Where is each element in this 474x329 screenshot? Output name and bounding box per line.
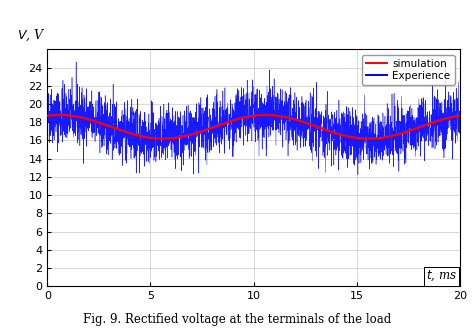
- Legend: simulation, Experience: simulation, Experience: [362, 55, 455, 85]
- Text: $t$, ms: $t$, ms: [426, 269, 457, 284]
- Text: $V$, V: $V$, V: [17, 27, 45, 43]
- Text: Fig. 9. Rectified voltage at the terminals of the load: Fig. 9. Rectified voltage at the termina…: [83, 313, 391, 326]
